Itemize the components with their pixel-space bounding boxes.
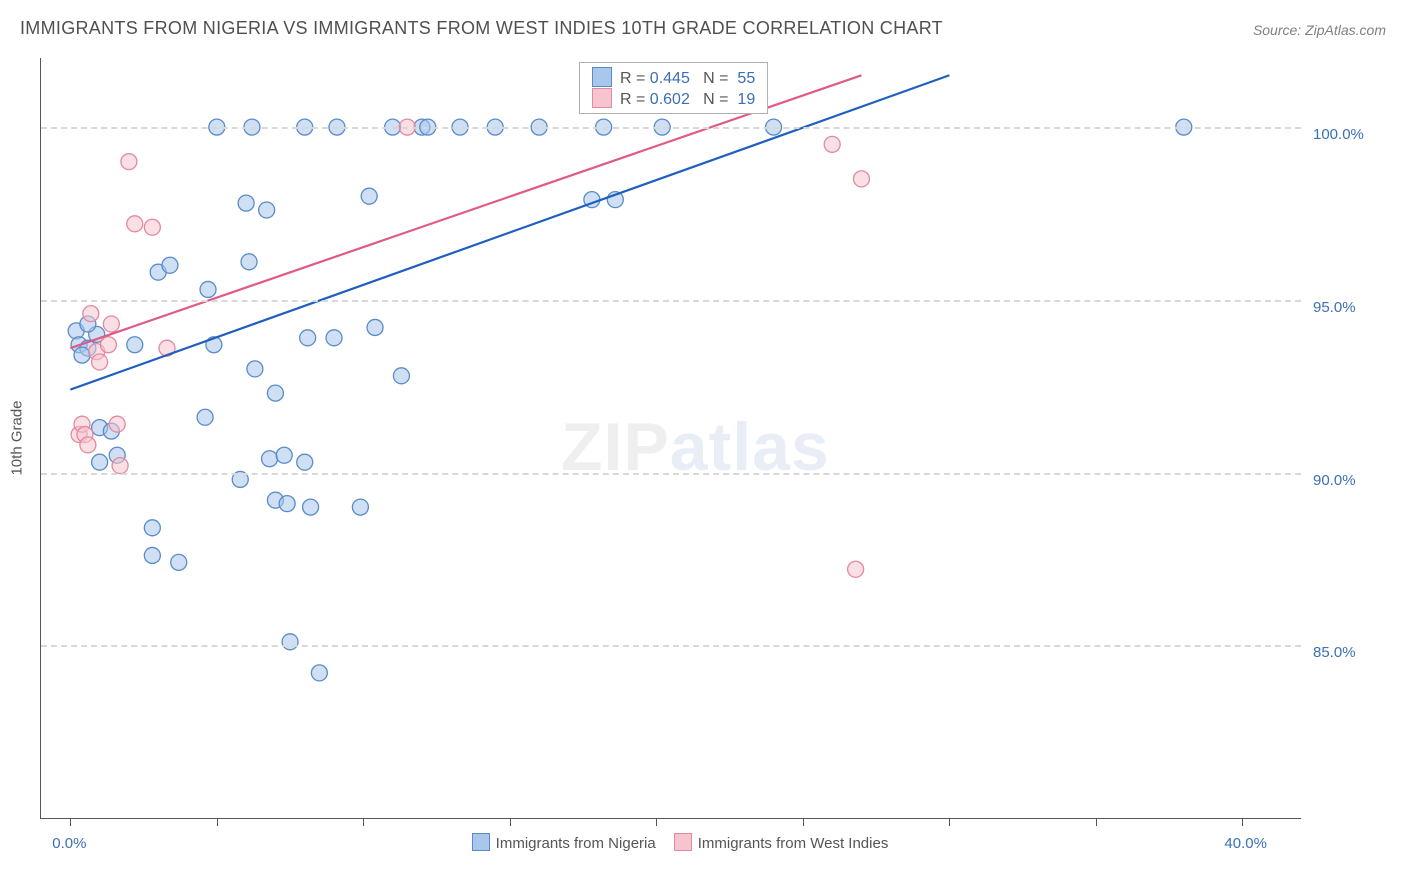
y-tick-label: 95.0% bbox=[1313, 299, 1356, 316]
x-tick-label: 0.0% bbox=[52, 835, 86, 852]
scatter-plot-area: 10th Grade ZIPatlas R = 0.445 N = 55R = … bbox=[40, 58, 1301, 819]
y-tick-label: 85.0% bbox=[1313, 644, 1356, 661]
correlation-infobox: R = 0.445 N = 55R = 0.602 N = 19 bbox=[579, 62, 768, 114]
infobox-row: R = 0.602 N = 19 bbox=[592, 88, 755, 109]
y-tick-label: 100.0% bbox=[1313, 126, 1364, 143]
chart-source: Source: ZipAtlas.com bbox=[1253, 22, 1386, 38]
legend-item: Immigrants from Nigeria bbox=[454, 835, 656, 852]
x-axis-legend: Immigrants from NigeriaImmigrants from W… bbox=[41, 833, 1301, 852]
x-tick-label: 40.0% bbox=[1224, 835, 1267, 852]
infobox-row: R = 0.445 N = 55 bbox=[592, 67, 755, 88]
chart-title: IMMIGRANTS FROM NIGERIA VS IMMIGRANTS FR… bbox=[20, 18, 943, 39]
plot-svg bbox=[41, 58, 1301, 818]
y-tick-label: 90.0% bbox=[1313, 472, 1356, 489]
legend-item: Immigrants from West Indies bbox=[656, 835, 889, 852]
y-axis-label: 10th Grade bbox=[9, 400, 26, 475]
